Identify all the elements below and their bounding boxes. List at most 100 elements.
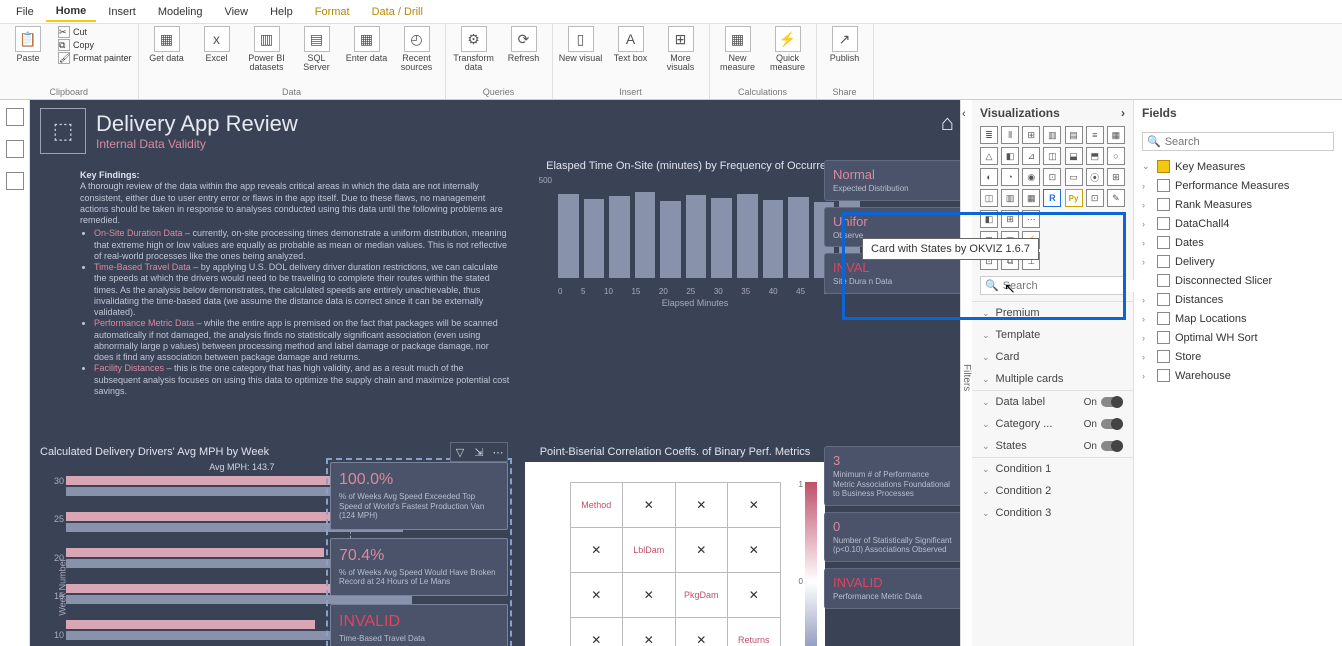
field-table[interactable]: ›Map Locations <box>1140 309 1336 328</box>
field-table[interactable]: ›Disconnected Slicer <box>1140 271 1336 290</box>
cut-button[interactable]: ✂Cut <box>58 26 132 38</box>
filters-tab[interactable]: Filters <box>960 100 972 646</box>
expand-icon[interactable]: › <box>1121 106 1125 120</box>
matrix-cell[interactable]: ✕ <box>675 617 729 646</box>
excel-button[interactable]: xExcel <box>195 26 239 74</box>
viz-type-icon[interactable]: ⊡ <box>1043 168 1061 186</box>
viz-type-icon[interactable]: ≡ <box>1086 126 1104 144</box>
viz-type-icon[interactable]: ⦿ <box>1086 168 1104 186</box>
copy-button[interactable]: ⧉Copy <box>58 39 132 51</box>
menu-modeling[interactable]: Modeling <box>148 3 213 21</box>
viz-type-icon[interactable]: ▦ <box>1107 126 1125 144</box>
transform-button[interactable]: ⚙Transform data <box>452 26 496 74</box>
field-table[interactable]: ›Distances <box>1140 290 1336 309</box>
menu-insert[interactable]: Insert <box>98 3 146 21</box>
field-table[interactable]: ›Dates <box>1140 233 1336 252</box>
viz-type-icon[interactable]: ⫴ <box>1001 126 1019 144</box>
viz-type-icon[interactable]: ◉ <box>1022 168 1040 186</box>
format-section[interactable]: ⌄Condition 3 <box>972 502 1133 524</box>
matrix-cell[interactable]: Method <box>570 482 624 528</box>
viz-type-icon[interactable]: ⊞ <box>1022 126 1040 144</box>
refresh-button[interactable]: ⟳Refresh <box>502 26 546 74</box>
viz-type-icon[interactable]: ▭ <box>1065 168 1083 186</box>
matrix-visual[interactable]: Point-Biserial Correlation Coeffs. of Bi… <box>525 446 825 646</box>
viz-type-icon[interactable]: ▦ <box>1022 189 1040 207</box>
viz-search[interactable]: 🔍 <box>980 276 1125 295</box>
menu-drill[interactable]: Data / Drill <box>362 3 433 21</box>
bar[interactable] <box>635 192 656 278</box>
format-section[interactable]: ⌄Condition 2 <box>972 480 1133 502</box>
menu-view[interactable]: View <box>214 3 258 21</box>
bar[interactable] <box>737 194 758 278</box>
viz-type-icon[interactable]: ⬒ <box>1086 147 1104 165</box>
viz-search-input[interactable] <box>1003 280 1145 292</box>
field-table[interactable]: ›Performance Measures <box>1140 176 1336 195</box>
field-table[interactable]: ›Rank Measures <box>1140 195 1336 214</box>
bar[interactable] <box>66 620 315 629</box>
report-canvas[interactable]: ⬚ Delivery App Review Internal Data Vali… <box>30 100 972 646</box>
bar[interactable] <box>711 198 732 278</box>
more-visuals-button[interactable]: ⊞More visuals <box>659 26 703 74</box>
bar[interactable] <box>788 197 809 278</box>
matrix-cell[interactable]: ✕ <box>622 572 676 618</box>
status-card[interactable]: 0Number of Statistically Significant (p<… <box>824 512 962 562</box>
more-icon[interactable]: ⋯ <box>489 443 507 461</box>
fields-search-input[interactable] <box>1165 136 1329 148</box>
toggle[interactable]: On <box>1084 441 1123 452</box>
bar[interactable] <box>763 200 784 278</box>
viz-type-icon[interactable]: ◫ <box>980 189 998 207</box>
toggle[interactable]: On <box>1084 397 1123 408</box>
toggle[interactable]: On <box>1084 419 1123 430</box>
status-card[interactable]: NormalExpected Distribution <box>824 160 962 201</box>
menu-home[interactable]: Home <box>46 2 97 22</box>
paste-button[interactable]: 📋Paste <box>6 26 50 74</box>
format-section[interactable]: ⌄Condition 1 <box>972 458 1133 480</box>
home-icon[interactable]: ⌂ <box>941 110 954 136</box>
data-view-button[interactable] <box>6 140 24 158</box>
field-table[interactable]: ›Warehouse <box>1140 366 1336 385</box>
fields-search[interactable]: 🔍 <box>1142 132 1334 151</box>
bar[interactable] <box>609 196 630 278</box>
pct-card[interactable]: 70.4%% of Weeks Avg Speed Would Have Bro… <box>330 538 508 596</box>
viz-type-icon[interactable]: △ <box>980 147 998 165</box>
viz-type-icon[interactable]: ▥ <box>1043 126 1061 144</box>
viz-type-icon[interactable]: ▥ <box>1001 189 1019 207</box>
viz-type-icon[interactable]: ◔ <box>1001 168 1019 186</box>
painter-button[interactable]: 🖌Format painter <box>58 52 132 64</box>
get-data-button[interactable]: ▦Get data <box>145 26 189 74</box>
viz-type-icon[interactable]: Py <box>1065 189 1083 207</box>
new-visual-button[interactable]: ▯New visual <box>559 26 603 74</box>
matrix-cell[interactable]: ✕ <box>622 617 676 646</box>
focus-icon[interactable]: ⇲ <box>470 443 488 461</box>
pct-card[interactable]: INVALIDTime-Based Travel Data <box>330 604 508 646</box>
matrix-cell[interactable]: ✕ <box>570 527 624 573</box>
field-table[interactable]: ⌄Key Measures <box>1140 157 1336 176</box>
bar[interactable] <box>686 195 707 278</box>
publish-button[interactable]: ↗Publish <box>823 26 867 74</box>
format-section[interactable]: ⌄Premium <box>972 302 1133 324</box>
field-table[interactable]: ›DataChall4 <box>1140 214 1336 233</box>
sql-button[interactable]: ▤SQL Server <box>295 26 339 74</box>
card-with-states-visual[interactable]: ▽ ⇲ ⋯ 100.0%% of Weeks Avg Speed Exceede… <box>330 462 508 646</box>
viz-type-icon[interactable]: ⬓ <box>1065 147 1083 165</box>
bar[interactable] <box>66 559 359 568</box>
bar[interactable] <box>558 194 579 278</box>
matrix-cell[interactable]: ✕ <box>570 617 624 646</box>
viz-type-icon[interactable]: ⋯ <box>1022 210 1040 228</box>
viz-type-icon[interactable]: ◫ <box>1043 147 1061 165</box>
status-card[interactable]: 3Minimum # of Performance Metric Associa… <box>824 446 962 506</box>
model-view-button[interactable] <box>6 172 24 190</box>
field-table[interactable]: ›Store <box>1140 347 1336 366</box>
viz-type-icon[interactable]: ◐ <box>980 168 998 186</box>
enter-data-button[interactable]: ▦Enter data <box>345 26 389 74</box>
viz-type-icon[interactable]: ⊡ <box>1086 189 1104 207</box>
matrix-cell[interactable]: ✕ <box>622 482 676 528</box>
menu-help[interactable]: Help <box>260 3 303 21</box>
viz-type-icon[interactable]: ⊿ <box>1022 147 1040 165</box>
matrix-cell[interactable]: ✕ <box>727 527 781 573</box>
matrix-cell[interactable]: ✕ <box>570 572 624 618</box>
format-section[interactable]: ⌄Card <box>972 346 1133 368</box>
matrix-cell[interactable]: ✕ <box>727 482 781 528</box>
bar[interactable] <box>66 512 341 521</box>
viz-type-icon[interactable]: ○ <box>1107 147 1125 165</box>
